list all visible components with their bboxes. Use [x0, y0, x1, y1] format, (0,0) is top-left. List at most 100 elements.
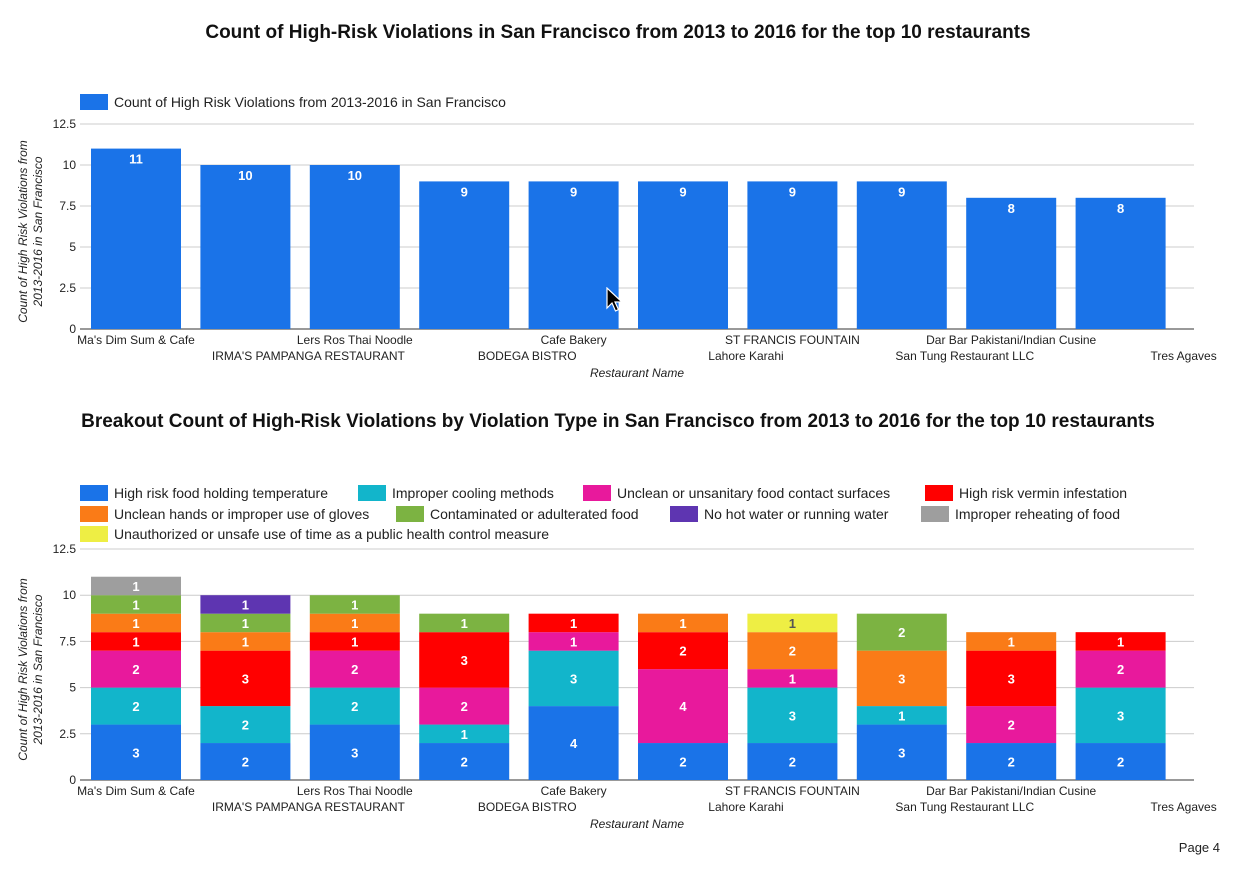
chart-2-data-label: 2 [1117, 755, 1124, 770]
legend-swatch [80, 506, 108, 523]
chart-1-ytick-label: 12.5 [53, 117, 77, 131]
chart-2-bar-segment [419, 613, 510, 633]
chart-2-data-label: 3 [789, 708, 796, 723]
legend-swatch [670, 506, 698, 523]
chart-1-bar-segment [856, 181, 947, 329]
chart-2-data-label: 1 [789, 671, 796, 686]
chart-2-data-label: 1 [461, 727, 468, 742]
legend-label: Contaminated or adulterated food [430, 506, 639, 522]
chart-2-bar-segment [309, 724, 400, 780]
legend-label: Improper reheating of food [955, 506, 1120, 522]
chart-2-data-label: 1 [132, 579, 139, 594]
chart-1-data-label: 11 [129, 152, 143, 167]
chart-2-bar-segment [1075, 632, 1166, 651]
legend-item: High risk vermin infestation [925, 484, 1127, 502]
chart-2-xtick-label: Cafe Bakery [541, 784, 607, 798]
chart-2-bar-segment [1075, 650, 1166, 688]
chart-2-data-label: 2 [351, 699, 358, 714]
chart-2-data-label: 1 [898, 708, 905, 723]
chart-2-bar-segment [528, 706, 619, 780]
chart-2-data-label: 2 [898, 625, 905, 640]
chart-2-bar-segment [419, 724, 510, 744]
legend-label: Unclean or unsanitary food contact surfa… [617, 485, 891, 501]
chart-2-data-label: 2 [242, 718, 249, 733]
chart-2-data-label: 1 [242, 634, 249, 649]
chart-2-bar-segment [747, 669, 838, 688]
chart-2-data-label: 2 [789, 644, 796, 659]
legend-item: Unauthorized or unsafe use of time as a … [80, 525, 549, 543]
chart-2-data-label: 2 [461, 755, 468, 770]
chart-2-bar-segment [747, 743, 838, 780]
legend-item: Improper reheating of food [921, 505, 1120, 523]
legend-item: Unclean or unsanitary food contact surfa… [583, 484, 890, 502]
chart-1-data-label: 9 [679, 184, 686, 199]
chart-1-xtick-label: San Tung Restaurant LLC [895, 349, 1034, 363]
chart-1-ytick-label: 10 [63, 158, 77, 172]
chart-2-xtick-label: Lahore Karahi [708, 800, 783, 814]
chart-2-bar-segment [966, 650, 1057, 707]
legend-label: High risk vermin infestation [959, 485, 1128, 501]
chart-2-data-label: 4 [679, 699, 687, 714]
chart-2-data-label: 2 [679, 755, 686, 770]
chart-2-bar-segment [200, 706, 291, 744]
chart-2-xtick-label: ST FRANCIS FOUNTAIN [725, 784, 860, 798]
chart-2-bar-segment [638, 632, 728, 670]
chart-2-data-label: 2 [1008, 755, 1015, 770]
chart-1-bar-segment [638, 181, 728, 329]
chart-2-data-label: 3 [1117, 708, 1124, 723]
chart-2-bar-segment [747, 613, 838, 633]
legend-swatch [396, 506, 424, 523]
chart-2-bar-segment [91, 687, 181, 725]
chart-1-xtick-label: Lers Ros Thai Noodle [297, 333, 413, 347]
chart-1-xtick-label: Tres Agaves [1150, 349, 1216, 363]
chart-2-xtick-label: IRMA'S PAMPANGA RESTAURANT [212, 800, 406, 814]
chart-2-bar-segment [309, 632, 400, 651]
legend-item: No hot water or running water [670, 505, 888, 523]
page-number: Page 4 [1178, 840, 1220, 855]
chart-1-xtick-label: BODEGA BISTRO [478, 349, 577, 363]
chart-2-data-label: 2 [132, 699, 139, 714]
chart-2-bar-segment [200, 613, 291, 633]
chart-1-bar-segment [419, 181, 510, 329]
chart-1-data-label: 9 [461, 184, 468, 199]
chart-2-data-label: 1 [1008, 634, 1015, 649]
chart-2-bar-segment [309, 687, 400, 725]
chart-2-bar-segment [419, 687, 510, 725]
chart-2-bar-segment [638, 743, 728, 780]
chart-2-data-label: 2 [242, 755, 249, 770]
chart-2-bar-segment [91, 724, 181, 780]
legend-swatch [583, 485, 611, 502]
chart-2-bar-segment [309, 613, 400, 633]
legend-label: Count of High Risk Violations from 2013-… [114, 94, 506, 110]
chart-2-data-label: 3 [898, 671, 905, 686]
chart-2-data-label: 1 [242, 616, 249, 631]
chart-1-data-label: 8 [1008, 201, 1015, 216]
chart-1-data-label: 9 [570, 184, 577, 199]
chart-2-bar-segment [856, 706, 947, 725]
chart-2-bar-segment [309, 650, 400, 688]
chart-2-data-label: 4 [570, 736, 578, 751]
chart-2-xtick-label: Tres Agaves [1150, 800, 1216, 814]
chart-2-ytick-label: 5 [69, 681, 76, 695]
chart-2-data-label: 1 [461, 616, 468, 631]
chart-2-bar-segment [638, 669, 728, 744]
chart-2-data-label: 3 [351, 745, 358, 760]
legend-label: Unclean hands or improper use of gloves [114, 506, 370, 522]
chart-2-ytick-label: 2.5 [59, 727, 76, 741]
legend-item: Count of High Risk Violations from 2013-… [80, 93, 506, 111]
chart-2-bar-segment [200, 743, 291, 780]
chart-2-bar-segment [419, 632, 510, 688]
chart-1-x-axis-title: Restaurant Name [590, 366, 684, 380]
chart-2-data-label: 1 [132, 597, 139, 612]
chart-2-bar-segment [200, 595, 291, 614]
chart-2-bar-segment [91, 632, 181, 651]
chart-2-bar-segment [91, 595, 181, 614]
chart-2-data-label: 3 [461, 653, 468, 668]
chart-2-bar-segment [309, 595, 400, 614]
chart-2-x-axis-title: Restaurant Name [590, 817, 684, 831]
chart-2-bar-segment [747, 687, 838, 744]
chart-2-xtick-label: BODEGA BISTRO [478, 800, 577, 814]
chart-1-data-label: 8 [1117, 201, 1124, 216]
legend-item: Improper cooling methods [358, 484, 554, 502]
chart-2-ytick-label: 0 [69, 773, 76, 787]
